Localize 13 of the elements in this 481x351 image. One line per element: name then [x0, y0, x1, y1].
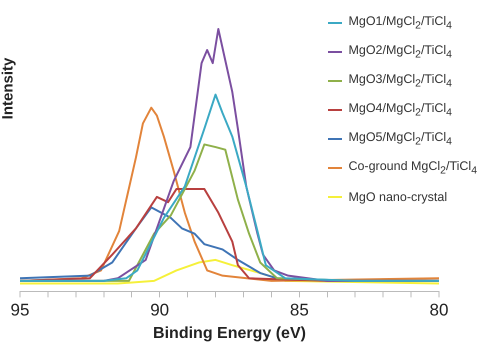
x-tick-label: 95 — [10, 300, 30, 320]
legend-label: MgO1/MgCl$_{2}$/TiCl$_{4}$ — [348, 14, 452, 32]
x-axis-title: Binding Energy (eV) — [153, 324, 306, 342]
legend-label: MgO nano-crystal — [348, 190, 448, 204]
legend-label: MgO2/MgCl$_{2}$/TiCl$_{4}$ — [348, 42, 452, 60]
legend-label: Co-ground MgCl$_{2}$/TiCl$_{4}$ — [348, 158, 477, 176]
legend-label: MgO4/MgCl$_{2}$/TiCl$_{4}$ — [348, 100, 452, 118]
legend-label: MgO5/MgCl$_{2}$/TiCl$_{4}$ — [348, 130, 452, 148]
x-tick-label: 90 — [150, 300, 170, 320]
x-tick-label: 80 — [430, 300, 448, 320]
x-tick-label: 85 — [290, 300, 309, 320]
legend-label: MgO3/MgCl$_{2}$/TiCl$_{4}$ — [348, 72, 452, 90]
y-axis-title: Intensity — [0, 56, 16, 122]
